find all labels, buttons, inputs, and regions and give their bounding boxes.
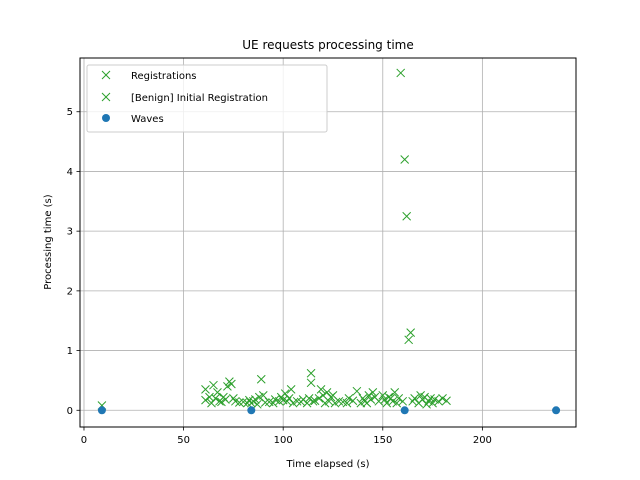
point-registrations <box>366 395 376 404</box>
point-registrations <box>227 379 236 389</box>
point-registrations <box>250 395 260 404</box>
chart-title: UE requests processing time <box>242 38 413 52</box>
legend-marker-benign-initial-registration <box>101 92 111 102</box>
point-registrations <box>402 211 412 221</box>
point-registrations <box>252 399 262 409</box>
y-tick-label: 4 <box>67 167 73 178</box>
point-registrations <box>410 393 420 403</box>
point-registrations <box>213 388 222 397</box>
point-registrations <box>304 393 314 403</box>
point-registrations <box>209 380 218 390</box>
x-tick-label: 0 <box>81 435 87 446</box>
point-registrations <box>342 398 352 408</box>
x-axis-label: Time elapsed (s) <box>286 459 370 470</box>
legend-label-waves: Waves <box>131 114 164 125</box>
legend-label-registrations: Registrations <box>131 71 197 82</box>
data-points <box>97 68 561 415</box>
point-registrations <box>382 398 392 408</box>
point-registrations <box>211 393 220 403</box>
y-axis-ticks: 0 1 2 3 4 5 <box>67 107 80 417</box>
point-registrations <box>322 388 332 397</box>
point-registrations <box>400 155 410 164</box>
y-tick-label: 1 <box>67 346 73 357</box>
point-registrations <box>374 396 384 406</box>
point-registrations <box>201 395 210 405</box>
point-waves <box>247 406 256 415</box>
point-registrations <box>442 396 451 406</box>
point-registrations <box>217 397 226 407</box>
point-registrations <box>404 335 414 345</box>
point-registrations <box>308 396 318 406</box>
point-registrations <box>207 398 216 408</box>
y-tick-label: 2 <box>67 286 73 297</box>
point-waves <box>400 406 409 415</box>
point-registrations <box>201 385 210 394</box>
point-registrations <box>390 388 400 397</box>
point-waves <box>97 406 106 415</box>
point-registrations <box>406 328 416 338</box>
point-registrations <box>280 389 290 398</box>
point-registrations <box>434 396 443 406</box>
y-tick-label: 0 <box>67 406 73 417</box>
point-registrations <box>392 398 402 408</box>
point-registrations <box>221 395 230 404</box>
legend-marker-waves <box>102 114 110 122</box>
point-registrations <box>235 398 244 407</box>
point-waves <box>552 406 561 415</box>
legend-marker-registrations <box>101 70 111 80</box>
legend-box <box>86 64 328 133</box>
x-tick-label: 200 <box>473 435 492 446</box>
x-axis-ticks: 0 50 100 150 200 <box>81 427 492 446</box>
point-registrations <box>344 393 354 403</box>
point-registrations <box>352 386 362 396</box>
point-registrations <box>348 396 358 406</box>
point-registrations <box>223 382 232 391</box>
point-registrations <box>368 388 378 397</box>
point-registrations <box>378 391 388 400</box>
point-registrations <box>286 385 296 394</box>
point-registrations <box>284 393 294 403</box>
point-registrations <box>334 396 344 406</box>
point-registrations <box>306 378 316 388</box>
y-tick-label: 5 <box>67 107 73 118</box>
point-registrations <box>438 393 447 403</box>
point-registrations <box>364 391 374 400</box>
point-registrations <box>302 398 312 408</box>
point-registrations <box>394 393 404 403</box>
point-registrations <box>316 385 326 394</box>
point-registrations <box>324 396 334 406</box>
point-registrations <box>306 368 316 378</box>
y-tick-label: 3 <box>67 227 73 238</box>
x-tick-label: 150 <box>373 435 392 446</box>
point-registrations <box>314 393 324 403</box>
legend-label-benign-initial-registration: [Benign] Initial Registration <box>131 93 268 104</box>
point-registrations <box>398 396 408 406</box>
point-registrations <box>256 374 266 384</box>
x-tick-label: 100 <box>274 435 293 446</box>
legend: Registrations [Benign] Initial Registrat… <box>86 64 328 133</box>
point-registrations <box>292 396 302 406</box>
point-registrations <box>396 68 406 78</box>
y-axis-label: Processing time (s) <box>43 194 54 289</box>
point-registrations <box>260 398 270 407</box>
plot-area-frame <box>79 57 577 428</box>
point-registrations <box>310 396 320 406</box>
x-tick-label: 50 <box>177 435 190 446</box>
